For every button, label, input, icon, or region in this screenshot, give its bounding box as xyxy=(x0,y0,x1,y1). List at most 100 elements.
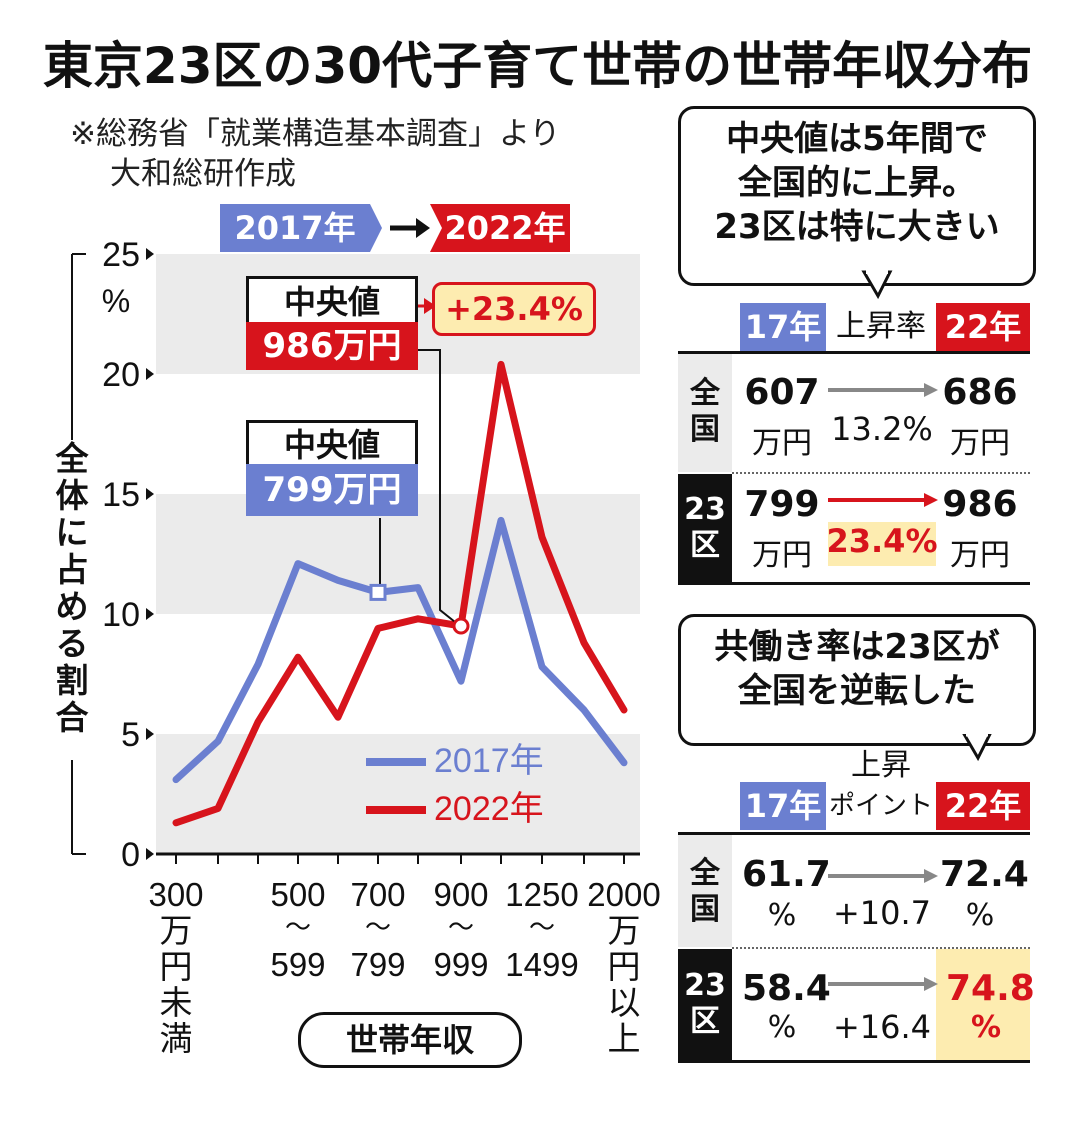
table2-head-2022: 22年 xyxy=(936,782,1030,830)
x-tick-sep: ～ xyxy=(529,913,555,943)
legend-label: 2017年 xyxy=(434,742,544,780)
x-tick-label-char: 未 xyxy=(160,983,193,1022)
table1-row2-label: 23 区 xyxy=(684,492,726,563)
callout-bubble-dualincome: 共働き率は23区が 全国を逆転した xyxy=(678,614,1036,746)
x-axis-title: 世帯年収 xyxy=(298,1012,522,1068)
x-tick-sep: ～ xyxy=(285,913,311,943)
source-note: ※総務省「就業構造基本調査」より xyxy=(70,116,561,152)
x-tick-label-char: 満 xyxy=(160,1019,193,1058)
table2-row2-from-unit: % xyxy=(767,1010,797,1045)
page-title: 東京23区の30代子育て世帯の世帯年収分布 xyxy=(42,37,1033,95)
median-2022-leader xyxy=(418,349,456,623)
table2-row2-label: 23 区 xyxy=(684,968,726,1039)
table1-head-2017: 17年 xyxy=(740,303,826,351)
bubble2-line2: 全国を逆転した xyxy=(738,671,976,711)
table1-row1-to-unit: 万円 xyxy=(950,426,1010,461)
source-author: 大和総研作成 xyxy=(110,156,296,192)
period-from-label: 2017年 xyxy=(234,209,356,247)
table1-row2-to-unit: 万円 xyxy=(950,538,1010,573)
table1-row2-label-bg xyxy=(678,474,732,584)
period-arrow-head xyxy=(416,218,430,238)
y-axis-unit: % xyxy=(102,283,130,319)
median-2022-label: 中央値 xyxy=(246,276,418,325)
y-tick-marker xyxy=(146,368,154,380)
y-axis-title-char: 合 xyxy=(56,698,89,737)
table1-row2-highlight xyxy=(828,522,936,566)
bubble2-line1: 共働き率は23区が xyxy=(714,627,1000,667)
line-chart: 0510152025%全体に占める割合300万円未満500～599700～799… xyxy=(55,236,661,1058)
y-tick-marker xyxy=(146,848,154,860)
x-tick-label: 2000 xyxy=(587,876,660,913)
bubble1-tail xyxy=(861,270,893,300)
table1-arrows xyxy=(828,383,938,507)
table1-row1-from: 607 xyxy=(744,372,820,413)
table2-row1-from-unit: % xyxy=(767,898,797,933)
x-tick-sep: ～ xyxy=(448,913,474,943)
table1-row2-from-unit: 万円 xyxy=(752,538,812,573)
table2-row2-highlight xyxy=(936,949,1030,1060)
x-tick-label-char: 万 xyxy=(160,911,193,950)
table1-row2-to: 986 xyxy=(942,484,1018,525)
y-axis-title-char: め xyxy=(56,587,89,626)
table2-head-mid2: ポイント xyxy=(828,791,933,821)
table2-row1-from: 61.7 xyxy=(742,854,831,895)
y-tick-marker xyxy=(146,608,154,620)
x-tick-label-char: 上 xyxy=(608,1019,641,1058)
x-tick-sep: ～ xyxy=(365,913,391,943)
y-axis-title-char: に xyxy=(56,513,89,552)
y-tick-label: 20 xyxy=(102,356,140,394)
y-axis-title-char: る xyxy=(56,624,89,663)
table1-row1-to: 686 xyxy=(942,372,1018,413)
x-tick-label-bottom: 1499 xyxy=(505,946,578,983)
y-tick-marker xyxy=(146,248,154,260)
table1-row1-from-unit: 万円 xyxy=(752,426,812,461)
bubble2-tail xyxy=(962,734,992,762)
median-2022-marker xyxy=(452,617,470,635)
y-axis-title-char: 体 xyxy=(56,476,89,515)
period-to-label: 2022年 xyxy=(444,209,566,247)
period-from-shape xyxy=(220,204,382,252)
median-2017-marker xyxy=(369,583,387,601)
y-tick-label: 0 xyxy=(121,836,140,874)
median-2022-value: 986万円 xyxy=(246,322,418,370)
table2-row1-rate: +10.7 xyxy=(832,894,932,932)
y-tick-label: 10 xyxy=(102,596,140,634)
table1-row2-from: 799 xyxy=(744,484,820,525)
y-tick-label: 25 xyxy=(102,236,140,274)
table2-row2-rate: +16.4 xyxy=(832,1008,932,1046)
bubble1-line3: 23区は特に大きい xyxy=(714,207,1000,247)
x-tick-label-char: 万 xyxy=(608,911,641,950)
median-2017-label: 中央値 xyxy=(246,420,418,467)
table2-row1-to: 72.4 xyxy=(940,854,1029,895)
x-tick-label: 500 xyxy=(270,876,325,913)
period-to-shape xyxy=(430,204,570,252)
table2-row1-label: 全国 xyxy=(690,856,720,927)
table1-row1-label-bg xyxy=(678,354,732,472)
y-tick-marker xyxy=(146,728,154,740)
bubble1-line2: 全国的に上昇。 xyxy=(738,163,976,203)
table2-row2-from: 58.4 xyxy=(742,968,831,1009)
x-tick-label-char: 円 xyxy=(608,947,641,986)
x-tick-label: 700 xyxy=(350,876,405,913)
x-tick-label-bottom: 599 xyxy=(270,946,325,983)
table1-row2-rate: 23.4% xyxy=(826,522,938,560)
median-change-badge: +23.4% xyxy=(432,282,596,336)
table1-head-2022: 22年 xyxy=(936,303,1030,351)
x-tick-label-bottom: 999 xyxy=(433,946,488,983)
y-axis-title-char: 全 xyxy=(55,439,90,478)
legend-label: 2022年 xyxy=(434,790,544,828)
table1-head-rate: 上昇率 xyxy=(836,309,926,344)
table2-row1-to-unit: % xyxy=(965,898,995,933)
y-tick-label: 5 xyxy=(121,716,140,754)
table1-row1-rate: 13.2% xyxy=(831,410,933,448)
x-tick-label: 300 xyxy=(148,876,203,913)
y-axis-title-char: 占 xyxy=(56,550,89,589)
x-tick-label-char: 以 xyxy=(608,983,641,1022)
callout-bubble-median: 中央値は5年間で 全国的に上昇。 23区は特に大きい xyxy=(678,106,1036,286)
median-2017-value: 799万円 xyxy=(246,464,418,516)
series-line-2022年 xyxy=(172,360,628,827)
x-tick-label-bottom: 799 xyxy=(350,946,405,983)
y-axis-title-char: 割 xyxy=(56,661,89,700)
table1-row1-label: 全国 xyxy=(690,376,720,447)
period-tags-shapes xyxy=(220,204,570,252)
